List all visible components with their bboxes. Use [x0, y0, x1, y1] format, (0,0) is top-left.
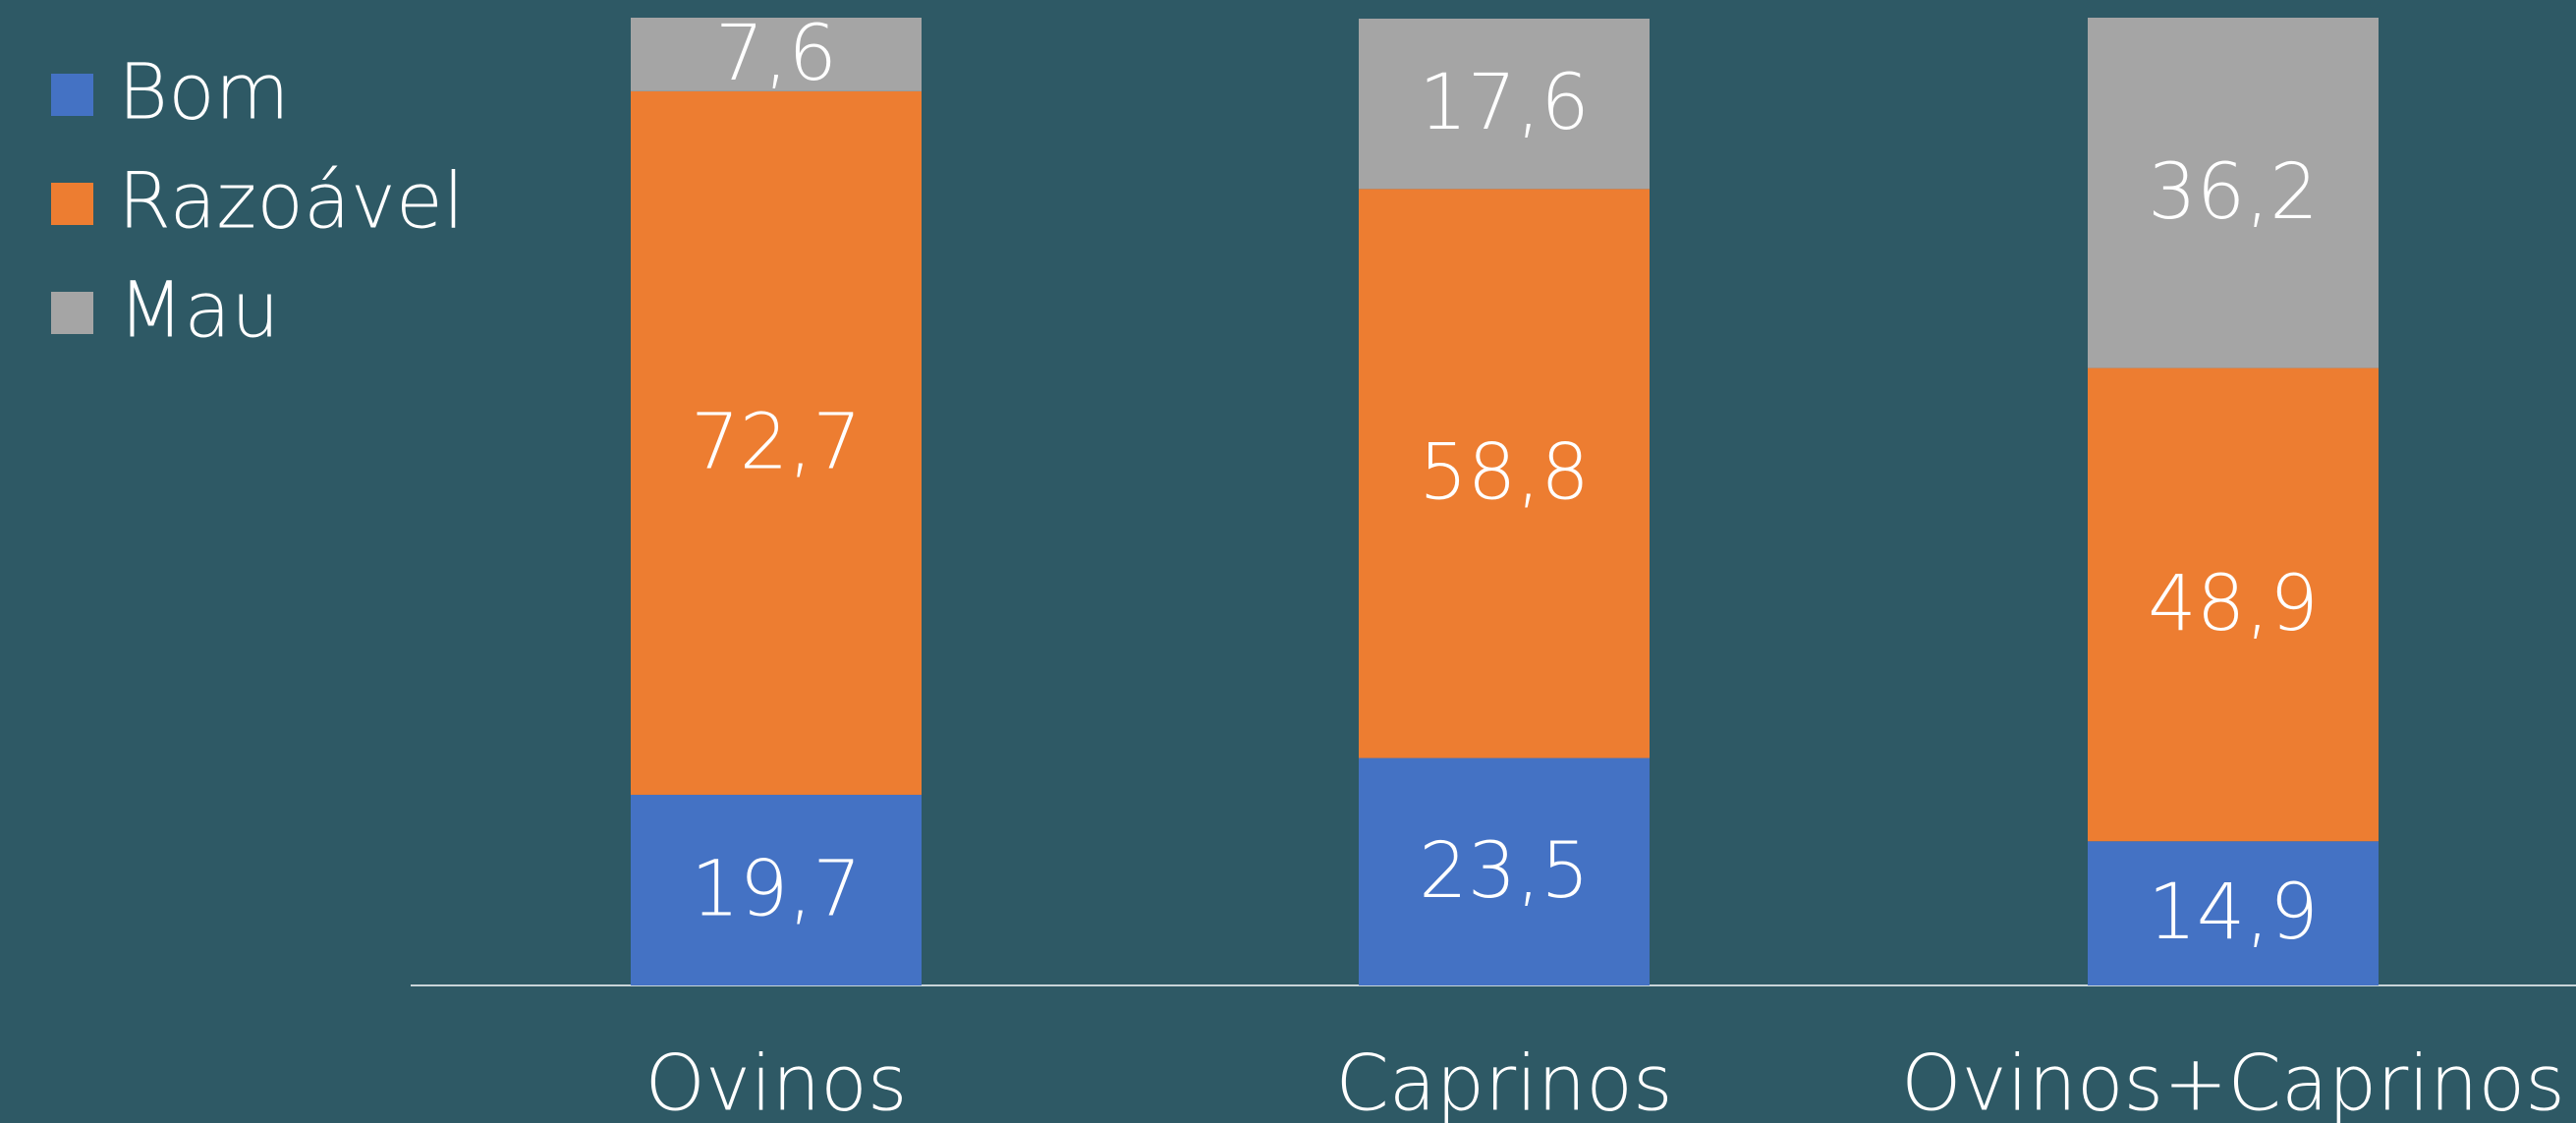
x-tick-label: Ovinos+Caprinos	[1901, 1040, 2565, 1123]
bar-segment	[631, 90, 922, 795]
bar-segment	[2088, 18, 2379, 368]
x-tick-label: Caprinos	[1335, 1040, 1672, 1123]
data-label: 14,9	[2148, 869, 2319, 957]
data-label: 19,7	[691, 845, 862, 933]
legend-label: Mau	[118, 267, 280, 356]
data-label: 17,6	[1419, 59, 1590, 147]
bar-segment	[631, 794, 922, 985]
bar-segment	[2088, 367, 2379, 842]
data-label: 7,6	[715, 10, 837, 98]
legend-swatch	[51, 183, 93, 225]
legend-swatch	[51, 74, 93, 116]
bar-segment	[631, 18, 922, 91]
data-label: 72,7	[691, 398, 862, 486]
data-label: 48,9	[2148, 560, 2319, 648]
bar-segment	[1359, 18, 1650, 190]
bar-segment	[1359, 758, 1650, 985]
bar-segment	[2088, 841, 2379, 985]
data-label: 58,8	[1419, 428, 1590, 517]
data-label: 36,2	[2148, 148, 2319, 237]
x-tick-label: Ovinos	[644, 1040, 907, 1123]
legend-label: Razoável	[118, 158, 465, 247]
data-label: 23,5	[1419, 827, 1590, 916]
legend-label: Bom	[118, 49, 290, 138]
bar-segment	[1359, 189, 1650, 758]
legend-swatch	[51, 292, 93, 334]
